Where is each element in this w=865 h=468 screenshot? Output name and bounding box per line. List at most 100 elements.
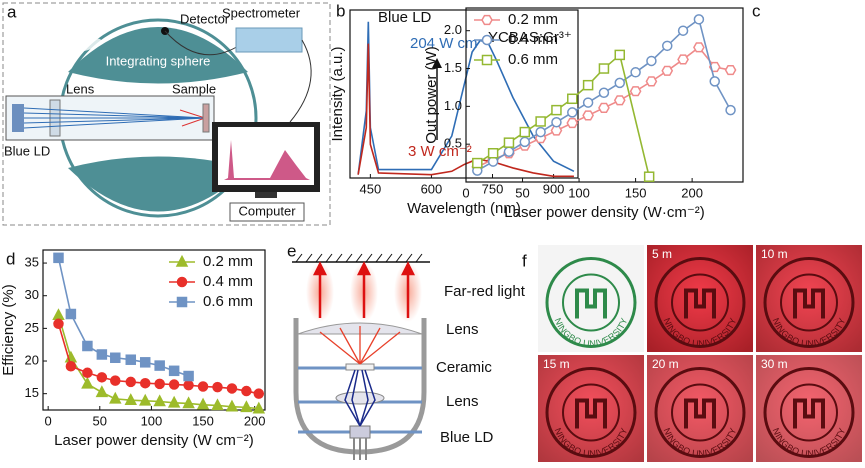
x-tick-label: 0 <box>45 413 52 428</box>
marker <box>153 394 166 407</box>
marker <box>629 86 642 97</box>
sphere-label: Integrating sphere <box>106 53 211 68</box>
marker <box>481 14 493 26</box>
marker <box>81 376 94 389</box>
y-tick-label: 1.0 <box>444 98 462 113</box>
marker <box>551 104 562 116</box>
photo <box>538 355 644 462</box>
marker <box>176 276 188 288</box>
y-axis-label: Out power (W) <box>423 46 440 144</box>
tile-label: 20 m <box>652 357 679 371</box>
photo <box>538 245 644 352</box>
marker <box>212 381 223 393</box>
panel-label: f <box>522 251 527 270</box>
rays <box>23 107 206 129</box>
plot-frame <box>42 249 266 411</box>
spectrometer <box>235 27 303 53</box>
marker <box>110 375 121 386</box>
marker <box>519 126 531 138</box>
panel-a: a Integrating sphere Lens Sample Blue LD… <box>2 2 331 226</box>
marker <box>109 391 122 404</box>
emission <box>179 109 206 127</box>
marker <box>693 14 705 25</box>
plot-frame <box>465 7 744 183</box>
ceramic <box>345 363 375 371</box>
marker <box>481 54 493 66</box>
marker <box>52 308 65 321</box>
y-tick-label: 30 <box>25 287 39 302</box>
marker <box>253 388 265 399</box>
marker <box>535 126 546 138</box>
logo-mark <box>575 398 607 429</box>
spectrometer-label: Spectrometer <box>222 5 301 20</box>
legend-label: 0.6 mm <box>203 293 253 310</box>
logo-ring <box>545 367 637 458</box>
marker <box>139 357 151 368</box>
photo <box>756 245 862 352</box>
logo-ring <box>763 257 855 348</box>
marker <box>124 393 138 405</box>
x-tick-label: 450 <box>360 181 382 196</box>
marker <box>211 398 224 411</box>
photo <box>647 245 753 352</box>
far-red-arrows <box>312 261 416 318</box>
marker <box>82 340 93 352</box>
series-line <box>476 53 650 177</box>
legend-label: 0.6 mm <box>508 51 558 68</box>
source-label: Blue LD <box>4 143 50 158</box>
marker <box>125 354 137 365</box>
hatching <box>295 253 423 263</box>
logo-ring <box>780 383 838 442</box>
tile-label: 30 m <box>761 357 788 371</box>
x-tick-label: 150 <box>625 185 647 200</box>
screen-spectrum <box>224 140 310 180</box>
marker <box>646 55 657 67</box>
marker <box>566 117 579 129</box>
lens-label: Lens <box>446 393 479 410</box>
x-tick-label: 200 <box>681 185 703 200</box>
marker <box>167 395 181 408</box>
fiber <box>164 30 241 56</box>
marker <box>487 148 499 159</box>
marker <box>661 65 674 76</box>
marker <box>125 376 137 388</box>
marker <box>582 97 594 108</box>
sample-label: Sample <box>172 81 216 96</box>
logo-ring <box>763 367 855 458</box>
marker <box>598 87 610 98</box>
x-tick-label: 50 <box>515 185 529 200</box>
marker <box>643 171 655 182</box>
marker <box>95 385 109 398</box>
marker <box>550 125 563 136</box>
lens-label: Lens <box>446 321 479 338</box>
marker <box>677 54 689 65</box>
marker <box>503 146 515 157</box>
highlight <box>78 38 102 52</box>
logo-ring <box>545 257 637 348</box>
x-tick-label: 750 <box>482 181 504 196</box>
marker <box>567 107 578 118</box>
marker <box>175 254 189 267</box>
logo-mark <box>575 288 607 319</box>
source-label: Blue LD <box>440 429 494 446</box>
x-tick-label: 100 <box>568 185 590 200</box>
marker <box>613 95 626 106</box>
red-rays <box>319 326 401 365</box>
marker <box>240 400 253 413</box>
logo-mark <box>793 398 825 429</box>
marker <box>197 381 209 392</box>
marker <box>53 318 64 330</box>
panel-label: d <box>6 249 15 268</box>
annotation: YCBAS:Cr³⁺ <box>488 29 572 46</box>
small-lens <box>335 391 385 405</box>
x-tick-label: 900 <box>543 181 565 196</box>
light-label: Far-red light <box>444 283 526 300</box>
x-tick-label: 150 <box>192 413 214 428</box>
marker <box>196 397 210 410</box>
pins <box>353 438 367 460</box>
marker <box>481 34 493 46</box>
marker <box>252 401 266 414</box>
y-axis-label: Efficiency (%) <box>0 284 17 375</box>
stand <box>255 192 277 198</box>
logo-ring <box>671 273 729 332</box>
